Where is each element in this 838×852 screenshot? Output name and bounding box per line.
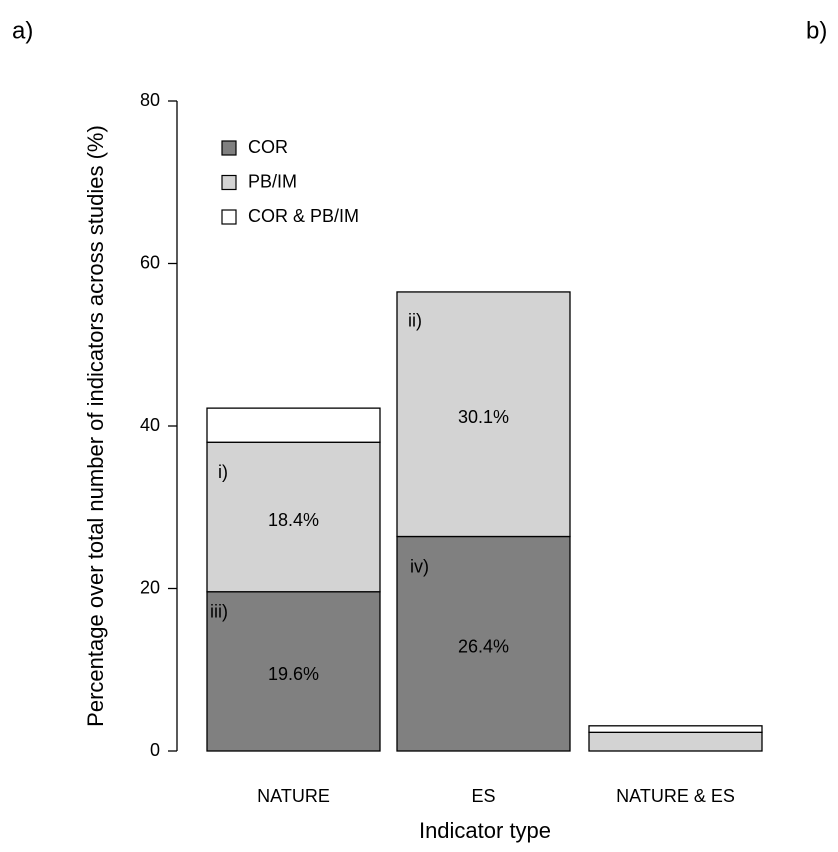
legend-swatch	[221, 209, 237, 225]
y-tick-label: 40	[140, 415, 160, 435]
panel-label: b)	[806, 17, 827, 44]
x-tick-label: NATURE & ES	[616, 786, 735, 806]
bar-segment	[206, 441, 381, 593]
bar-segment	[588, 731, 763, 752]
x-tick-label: ES	[471, 786, 495, 806]
annotation: iii)	[210, 602, 228, 622]
bar-segment	[206, 407, 381, 443]
x-axis-title: Indicator type	[419, 818, 551, 843]
panel-label: a)	[12, 17, 33, 44]
annotation: ii)	[408, 311, 422, 331]
legend-swatch	[221, 174, 237, 191]
y-tick-label: 0	[150, 740, 160, 760]
legend-swatch	[221, 140, 237, 156]
x-tick-label: NATURE	[257, 786, 330, 806]
bar-segment	[206, 591, 381, 752]
value-label: 26.4%	[458, 637, 509, 657]
y-tick-label: 80	[140, 90, 160, 110]
y-tick-label: 60	[140, 252, 160, 272]
value-label: 19.6%	[268, 664, 319, 684]
annotation: i)	[218, 462, 228, 482]
bar-segment	[588, 725, 763, 733]
bar-segment	[396, 535, 571, 752]
y-tick-label: 20	[140, 577, 160, 597]
legend-label: PB/IM	[248, 171, 297, 191]
value-label: 18.4%	[268, 510, 319, 530]
bar-segment	[396, 291, 571, 538]
value-label: 30.1%	[458, 407, 509, 427]
y-axis-title: Percentage over total number of indicato…	[83, 125, 108, 727]
annotation: iv)	[410, 556, 429, 576]
legend-label: COR & PB/IM	[248, 206, 359, 226]
legend-label: COR	[248, 137, 288, 157]
